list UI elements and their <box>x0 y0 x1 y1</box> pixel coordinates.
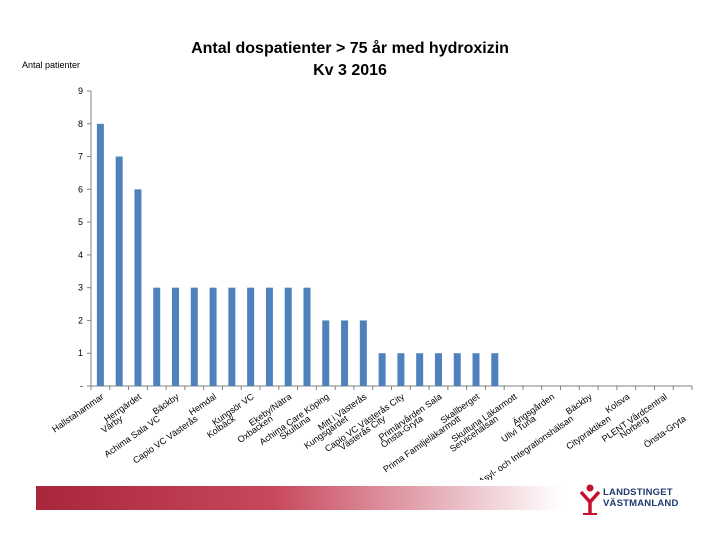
y-tick-label: 9 <box>78 86 83 96</box>
y-tick-label: 6 <box>78 184 83 194</box>
y-tick-label: - <box>80 381 83 391</box>
bar <box>491 353 499 386</box>
x-tick-label: Kolsva <box>604 391 632 415</box>
y-tick-label: 3 <box>78 283 83 293</box>
bar <box>96 123 104 387</box>
x-tick-label: Capio VC Västerås <box>131 413 200 465</box>
bar-chart: -123456789HallstahammarVårbyHerrgärdetAc… <box>50 86 693 480</box>
y-axis-label: Antal patienter <box>22 60 81 70</box>
y-tick-label: 1 <box>78 348 83 358</box>
x-tick-label: Bäckby <box>151 391 181 416</box>
logo-text: LANDSTINGET VÄSTMANLAND <box>603 487 679 509</box>
bar <box>209 287 217 386</box>
y-tick-label: 7 <box>78 152 83 162</box>
bar <box>115 156 123 386</box>
bar <box>322 320 330 386</box>
bar <box>397 353 405 386</box>
bar <box>416 353 424 386</box>
landstinget-logo-icon <box>579 484 601 515</box>
bar <box>228 287 236 386</box>
y-tick-label: 2 <box>78 315 83 325</box>
bar <box>453 353 461 386</box>
bar <box>303 287 311 386</box>
x-tick-label: Hallstahammar <box>50 391 105 434</box>
x-tick-label: Önsta-Gryta <box>642 413 688 449</box>
logo-line1: LANDSTINGET <box>603 487 673 498</box>
x-tick-label: Hemdal <box>187 391 218 417</box>
bar <box>472 353 480 386</box>
bar <box>434 353 442 386</box>
bar <box>341 320 349 386</box>
bar <box>190 287 198 386</box>
y-tick-label: 4 <box>78 250 83 260</box>
footer-gradient-bar <box>36 486 562 510</box>
bar <box>153 287 161 386</box>
chart-title: Antal dospatienter > 75 år med hydroxizi… <box>150 38 550 82</box>
x-tick-label: Bäckby <box>564 391 594 416</box>
bar <box>247 287 255 386</box>
chart-title-line2: Kv 3 2016 <box>313 62 387 79</box>
logo-line2: VÄSTMANLAND <box>603 498 679 509</box>
bar <box>284 287 292 386</box>
x-tick-label: Herrgärdet <box>102 391 143 424</box>
bar <box>265 287 273 386</box>
bar <box>172 287 180 386</box>
y-tick-label: 8 <box>78 119 83 129</box>
y-tick-label: 5 <box>78 217 83 227</box>
chart-title-line1: Antal dospatienter > 75 år med hydroxizi… <box>191 40 509 57</box>
bar <box>378 353 386 386</box>
bar <box>134 189 142 386</box>
bar <box>359 320 367 386</box>
